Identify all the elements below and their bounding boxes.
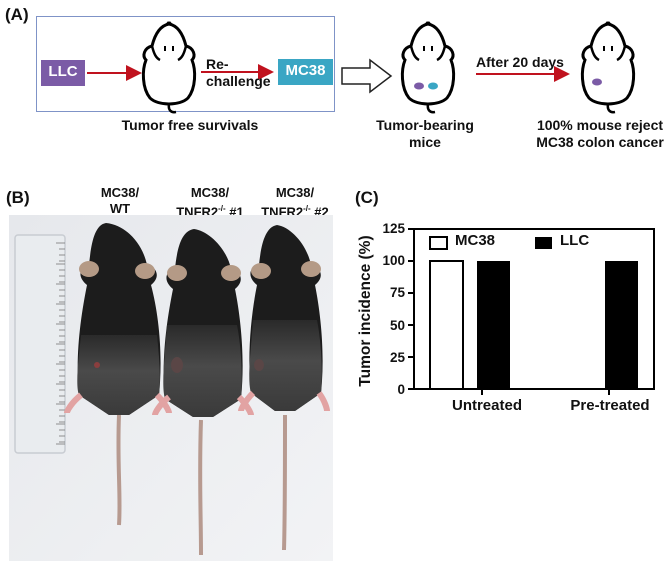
bar-mc38-untreated — [429, 260, 464, 390]
ruler — [14, 234, 66, 454]
llc-box-label: LLC — [48, 63, 78, 80]
bar-chart — [408, 228, 655, 395]
legend-swatch-llc — [535, 237, 552, 249]
llc-tumor-dot — [414, 82, 424, 90]
panel-b-label: (B) — [6, 188, 30, 207]
tumor-bearing-caption: Tumor-bearing mice — [376, 117, 474, 150]
mouse-icon — [141, 21, 197, 114]
y-tick: 25 — [389, 350, 405, 365]
mc38-box: MC38 — [278, 59, 333, 85]
bar-llc-pretreated — [605, 261, 638, 389]
llc-tumor-dot — [592, 78, 602, 86]
y-axis-label: Tumor incidence (%) — [357, 235, 374, 387]
mc38-box-label: MC38 — [285, 62, 326, 79]
rechallenge-label: Re- challenge — [206, 56, 271, 89]
llc-box: LLC — [41, 60, 85, 86]
panel-a-label: (A) — [5, 5, 29, 24]
mouse-tnfr2-1 — [152, 229, 254, 556]
panel-a-arrows — [87, 58, 570, 94]
y-tick: 50 — [389, 318, 405, 333]
y-tick: 0 — [397, 382, 405, 397]
legend-label-llc: LLC — [560, 232, 590, 249]
tumor-free-frame — [36, 16, 335, 112]
after-20-days-label: After 20 days — [476, 54, 564, 70]
y-tick: 100 — [382, 253, 405, 268]
panel-c-label: (C) — [355, 188, 379, 207]
tumor-bearing-mouse-icon — [400, 21, 456, 114]
mc38-tumor-dot — [428, 82, 438, 90]
x-category-untreated: Untreated — [451, 397, 522, 414]
mouse-tnfr2-2 — [238, 225, 330, 551]
mice-photo — [9, 215, 333, 561]
y-tick: 125 — [382, 221, 405, 236]
legend-label-mc38: MC38 — [455, 232, 496, 249]
reject-caption: 100% mouse reject MC38 colon cancer — [536, 117, 664, 150]
bar-llc-untreated — [477, 261, 510, 389]
x-category-pretreated: Pre-treated — [570, 397, 650, 414]
mouse-wt — [64, 223, 172, 526]
tumor-free-caption: Tumor free survivals — [121, 117, 259, 133]
y-tick: 75 — [389, 285, 405, 300]
block-arrow-icon — [341, 58, 393, 94]
legend-swatch-mc38 — [429, 236, 448, 250]
column-header-wt: MC38/ WT — [100, 185, 140, 216]
rejecting-mouse-icon — [580, 21, 636, 114]
